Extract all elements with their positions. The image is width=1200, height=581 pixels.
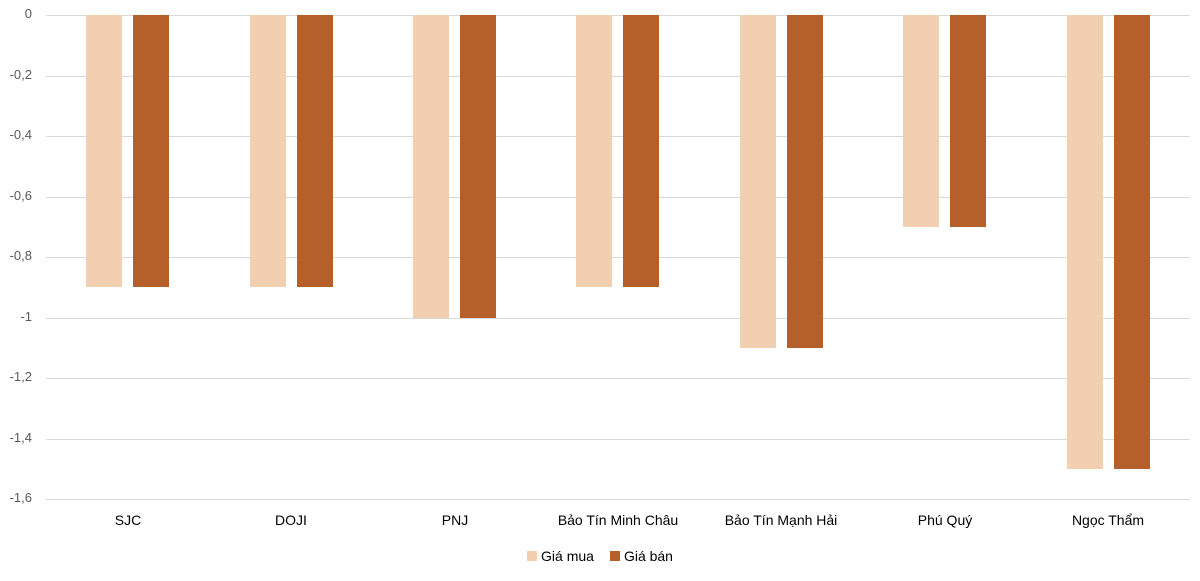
bar-gia-mua [413,15,449,318]
y-tick-label: -0,2 [9,67,32,82]
y-tick-label: -1,4 [9,430,32,445]
bar-gia-ban [133,15,169,287]
y-tick-label: -1,2 [9,369,32,384]
bar-gia-ban [460,15,496,318]
bar-gia-mua [903,15,939,227]
gridline [46,136,1190,137]
gridline [46,439,1190,440]
y-tick-label: -0,4 [9,127,32,142]
x-tick-label: DOJI [275,512,307,528]
gridline [46,76,1190,77]
bar-gia-ban [623,15,659,287]
x-tick-label: Bảo Tín Minh Châu [557,512,679,528]
gridline [46,15,1190,16]
x-tick-label: Ngọc Thẩm [1071,512,1145,528]
gridline [46,499,1190,500]
legend-label: Giá bán [623,548,673,564]
y-tick-label: -1,6 [9,490,32,505]
legend-swatch-gia-mua [527,551,538,561]
legend-item-gia-mua: Giá mua [527,548,594,564]
bar-gia-ban [950,15,986,227]
bar-gia-mua [576,15,612,287]
gridline [46,318,1190,319]
x-tick-label: PNJ [441,512,469,528]
gridline [46,378,1190,379]
bar-gia-mua [740,15,776,348]
legend-swatch-gia-ban [609,551,620,561]
bar-gia-mua [86,15,122,287]
legend-label: Giá mua [541,548,594,564]
bar-gia-ban [297,15,333,287]
x-tick-label: Bảo Tín Mạnh Hải [724,512,838,528]
bar-gia-ban [787,15,823,348]
bar-gia-mua [1067,15,1103,469]
y-tick-label: -0,8 [9,248,32,263]
x-tick-label: SJC [114,512,142,528]
gridline [46,257,1190,258]
gridline [46,197,1190,198]
y-tick-label: 0 [24,6,32,21]
legend: Giá mua Giá bán [0,548,1200,564]
bar-gia-ban [1114,15,1150,469]
y-tick-label: -0,6 [9,188,32,203]
x-tick-label: Phú Quý [917,512,973,528]
legend-item-gia-ban: Giá bán [609,548,673,564]
bar-gia-mua [250,15,286,287]
y-tick-label: -1 [20,309,32,324]
